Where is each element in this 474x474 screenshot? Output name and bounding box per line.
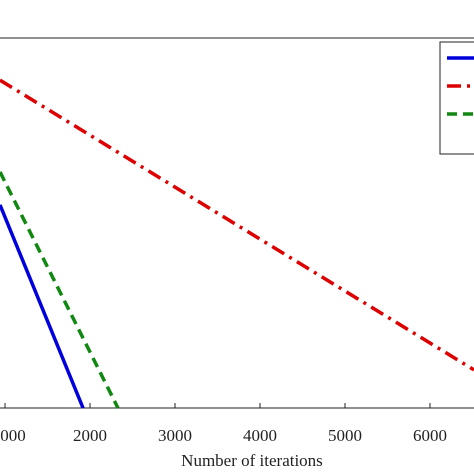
x-tick-label: 2000 xyxy=(73,426,107,445)
x-tick-label: 4000 xyxy=(243,426,277,445)
plot-frame xyxy=(0,37,474,409)
legend-box xyxy=(439,41,474,155)
series-line xyxy=(0,171,120,409)
x-axis-label: Number of iterations xyxy=(181,451,323,470)
x-tick-label: 000 xyxy=(0,426,26,445)
series-line xyxy=(0,78,474,372)
x-tick-label: 3000 xyxy=(158,426,192,445)
series-line xyxy=(0,204,85,409)
x-tick-label: 6000 xyxy=(413,426,447,445)
x-tick-label: 5000 xyxy=(328,426,362,445)
